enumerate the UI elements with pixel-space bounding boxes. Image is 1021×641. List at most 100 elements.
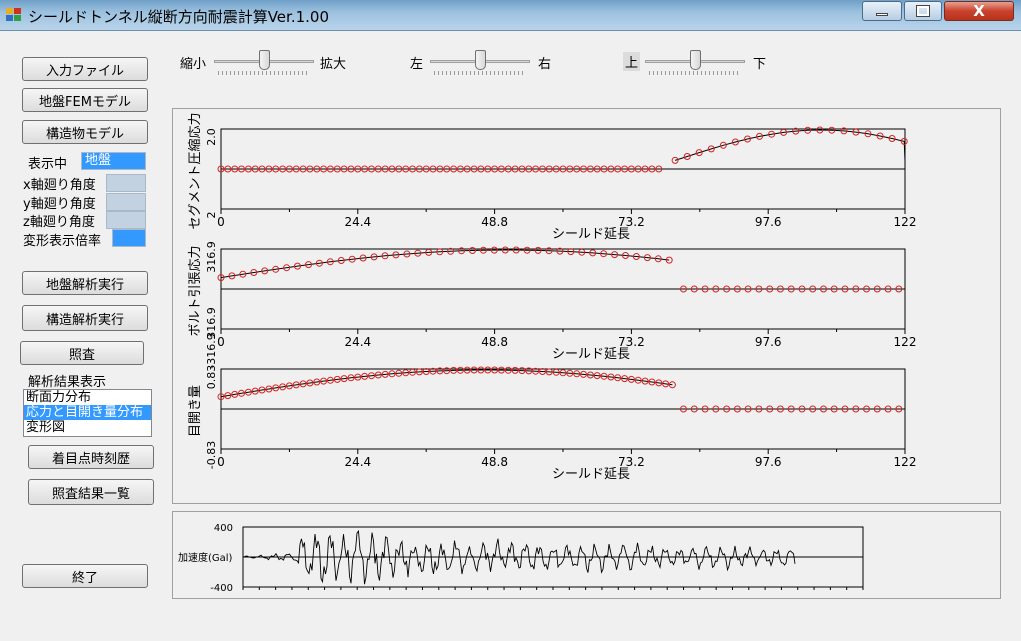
data-point <box>695 149 703 157</box>
data-point <box>370 253 378 261</box>
data-point <box>830 405 838 413</box>
pan-vertical-slider[interactable] <box>645 48 745 76</box>
data-point <box>484 366 492 374</box>
data-point <box>285 165 293 173</box>
data-point <box>231 390 239 398</box>
data-point <box>611 251 619 259</box>
data-point <box>634 376 642 384</box>
minimize-icon <box>876 12 888 16</box>
input-file-button[interactable]: 入力ファイル <box>22 57 148 81</box>
data-point <box>388 370 396 378</box>
data-point <box>552 368 560 376</box>
data-point <box>671 156 679 164</box>
data-point <box>852 128 860 136</box>
x-tick-label: 122 <box>894 335 917 349</box>
data-point <box>244 388 252 396</box>
data-point <box>402 165 410 173</box>
data-point <box>299 165 307 173</box>
y-tick-label-top: 0.83 <box>205 365 218 390</box>
data-point <box>828 126 836 134</box>
data-point <box>539 165 546 173</box>
data-point <box>497 366 505 374</box>
minimize-button[interactable] <box>862 1 902 21</box>
exit-button[interactable]: 終了 <box>22 564 148 588</box>
data-point <box>580 370 587 378</box>
pan-horizontal-slider[interactable] <box>430 48 530 76</box>
close-button[interactable]: X <box>944 1 1014 21</box>
data-point <box>491 165 499 173</box>
x-tick-label: 97.6 <box>755 215 782 229</box>
y-tick-label-bottom: 2 <box>205 212 218 219</box>
y-rotation-label: y軸廻り角度 <box>23 197 96 212</box>
data-point <box>443 165 451 173</box>
data-point <box>374 165 382 173</box>
results-option-selected[interactable]: 応力と目開き量分布 <box>24 405 151 420</box>
data-point <box>756 132 763 140</box>
z-rotation-label: z軸廻り角度 <box>23 215 95 230</box>
data-point <box>456 165 464 173</box>
data-point <box>313 378 321 386</box>
x-tick-label: 48.8 <box>481 455 508 469</box>
data-point <box>326 376 334 384</box>
structure-analysis-button[interactable]: 構造解析実行 <box>22 305 148 331</box>
data-point <box>525 165 533 173</box>
pan-horizontal-thumb[interactable] <box>474 50 486 70</box>
x-rotation-input[interactable] <box>106 174 146 192</box>
deform-scale-input[interactable] <box>112 229 146 247</box>
data-point <box>627 375 635 383</box>
display-value-field[interactable]: 地盤 <box>81 152 146 170</box>
pan-down-label: 下 <box>753 57 767 72</box>
results-listbox[interactable]: 断面力分布 応力と目開き量分布 変形図 <box>23 389 152 437</box>
data-point <box>559 165 567 173</box>
data-point <box>532 165 540 173</box>
y-tick-label-bottom: -0.83 <box>205 441 218 469</box>
data-point <box>368 372 375 380</box>
data-point <box>436 165 444 173</box>
ground-analysis-button[interactable]: 地盤解析実行 <box>22 271 148 295</box>
data-point <box>238 389 245 397</box>
data-point <box>573 165 581 173</box>
data-point <box>279 383 287 391</box>
ground-fem-model-button[interactable]: 地盤FEMモデル <box>22 88 148 112</box>
data-point <box>776 285 784 293</box>
check-button[interactable]: 照査 <box>20 341 144 365</box>
x-tick-label: 48.8 <box>481 335 508 349</box>
x-tick-label: 122 <box>894 215 917 229</box>
data-point <box>450 366 458 374</box>
data-point <box>701 285 709 293</box>
data-point <box>374 371 382 379</box>
check-results-list-button[interactable]: 照査結果一覧 <box>28 479 154 505</box>
chart-1: 0 24.4 48.8 73.2 97.6 122 シールド延長 ボルト引張応力 316.9 31… <box>188 241 916 368</box>
data-point <box>392 251 400 259</box>
structure-model-button[interactable]: 構造物モデル <box>22 120 148 144</box>
y-rotation-input[interactable] <box>106 193 146 211</box>
data-point <box>217 393 225 401</box>
zoom-slider[interactable] <box>214 48 314 76</box>
data-point <box>841 405 849 413</box>
z-rotation-input[interactable] <box>106 211 146 229</box>
data-point <box>744 135 751 143</box>
data-point <box>283 264 291 272</box>
data-point <box>469 247 476 254</box>
data-point <box>217 274 225 282</box>
time-history-button[interactable]: 着目点時刻歴 <box>28 445 154 469</box>
data-point <box>443 367 451 375</box>
data-point <box>511 165 519 173</box>
data-point <box>641 377 649 385</box>
data-point <box>680 285 687 293</box>
data-point <box>347 374 355 382</box>
x-tick-label: 0 <box>217 335 225 349</box>
maximize-button[interactable] <box>904 1 942 21</box>
data-point <box>477 366 485 374</box>
results-option[interactable]: 断面力分布 <box>26 390 92 405</box>
data-point <box>395 165 403 173</box>
accel-y-label: 加速度(Gal) <box>178 551 233 564</box>
data-point <box>511 366 519 374</box>
zoom-slider-thumb[interactable] <box>258 50 270 70</box>
data-point <box>787 285 795 293</box>
data-point <box>665 256 673 264</box>
results-option[interactable]: 変形図 <box>26 420 66 435</box>
pan-vertical-thumb[interactable] <box>689 50 701 70</box>
main-window: 入力ファイル 地盤FEMモデル 構造物モデル 表示中 地盤 x軸廻り角度 y軸廻… <box>4 31 1017 637</box>
